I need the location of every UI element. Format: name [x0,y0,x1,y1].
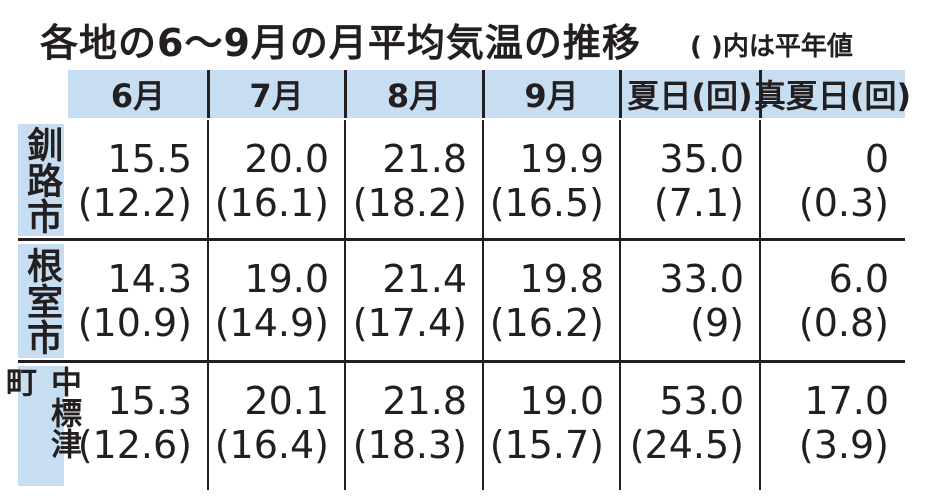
header-divider [207,70,210,118]
row-label: 中標津町 [0,366,81,486]
cell-value: 20.1 [244,379,329,423]
note: ( )内は平年値 [690,32,853,62]
cell-normal: (16.2) [489,301,604,345]
row-label: 釧路市 [18,124,64,236]
column-divider [344,120,346,490]
column-header: 夏日(回) [620,70,760,118]
row-divider [18,238,905,241]
cell-value: 17.0 [804,379,889,423]
cell-normal: (3.9) [798,423,889,467]
column-divider [619,120,621,490]
cell-value: 19.8 [519,257,604,301]
column-divider [759,120,761,490]
cell-value: 21.8 [382,379,467,423]
cell-value: 15.3 [107,379,192,423]
header-divider [759,70,762,118]
row-label: 根室市 [18,244,64,358]
cell-normal: (18.3) [352,423,467,467]
row-divider [18,360,905,363]
cell-normal: (18.2) [352,181,467,225]
cell-value: 33.0 [659,257,744,301]
cell-value: 19.0 [519,379,604,423]
cell-value: 0 [864,137,889,181]
cell-normal: (12.2) [77,181,192,225]
cell-normal: (7.1) [653,181,744,225]
cell-value: 14.3 [107,257,192,301]
cell-value: 19.0 [244,257,329,301]
cell-normal: (15.7) [489,423,604,467]
cell-value: 53.0 [659,379,744,423]
cell-normal: (0.3) [798,181,889,225]
column-header: 8月 [345,70,483,118]
column-header: 9月 [483,70,620,118]
column-header: 6月 [68,70,208,118]
cell-normal: (16.1) [214,181,329,225]
column-divider [482,120,484,490]
cell-value: 15.5 [107,137,192,181]
header-divider [482,70,485,118]
cell-value: 21.4 [382,257,467,301]
cell-normal: (16.4) [214,423,329,467]
cell-value: 6.0 [828,257,889,301]
header-divider [344,70,347,118]
cell-normal: (9) [690,301,744,345]
cell-value: 35.0 [659,137,744,181]
cell-value: 19.9 [519,137,604,181]
cell-value: 21.8 [382,137,467,181]
cell-normal: (14.9) [214,301,329,345]
cell-normal: (0.8) [798,301,889,345]
cell-normal: (17.4) [352,301,467,345]
cell-normal: (24.5) [629,423,744,467]
cell-value: 20.0 [244,137,329,181]
cell-normal: (16.5) [489,181,604,225]
title: 各地の6～9月の月平均気温の推移 [40,21,641,65]
column-divider [207,120,209,490]
cell-normal: (12.6) [77,423,192,467]
column-header: 7月 [208,70,345,118]
header-divider [619,70,622,118]
cell-normal: (10.9) [77,301,192,345]
column-header: 真夏日(回) [754,70,911,118]
